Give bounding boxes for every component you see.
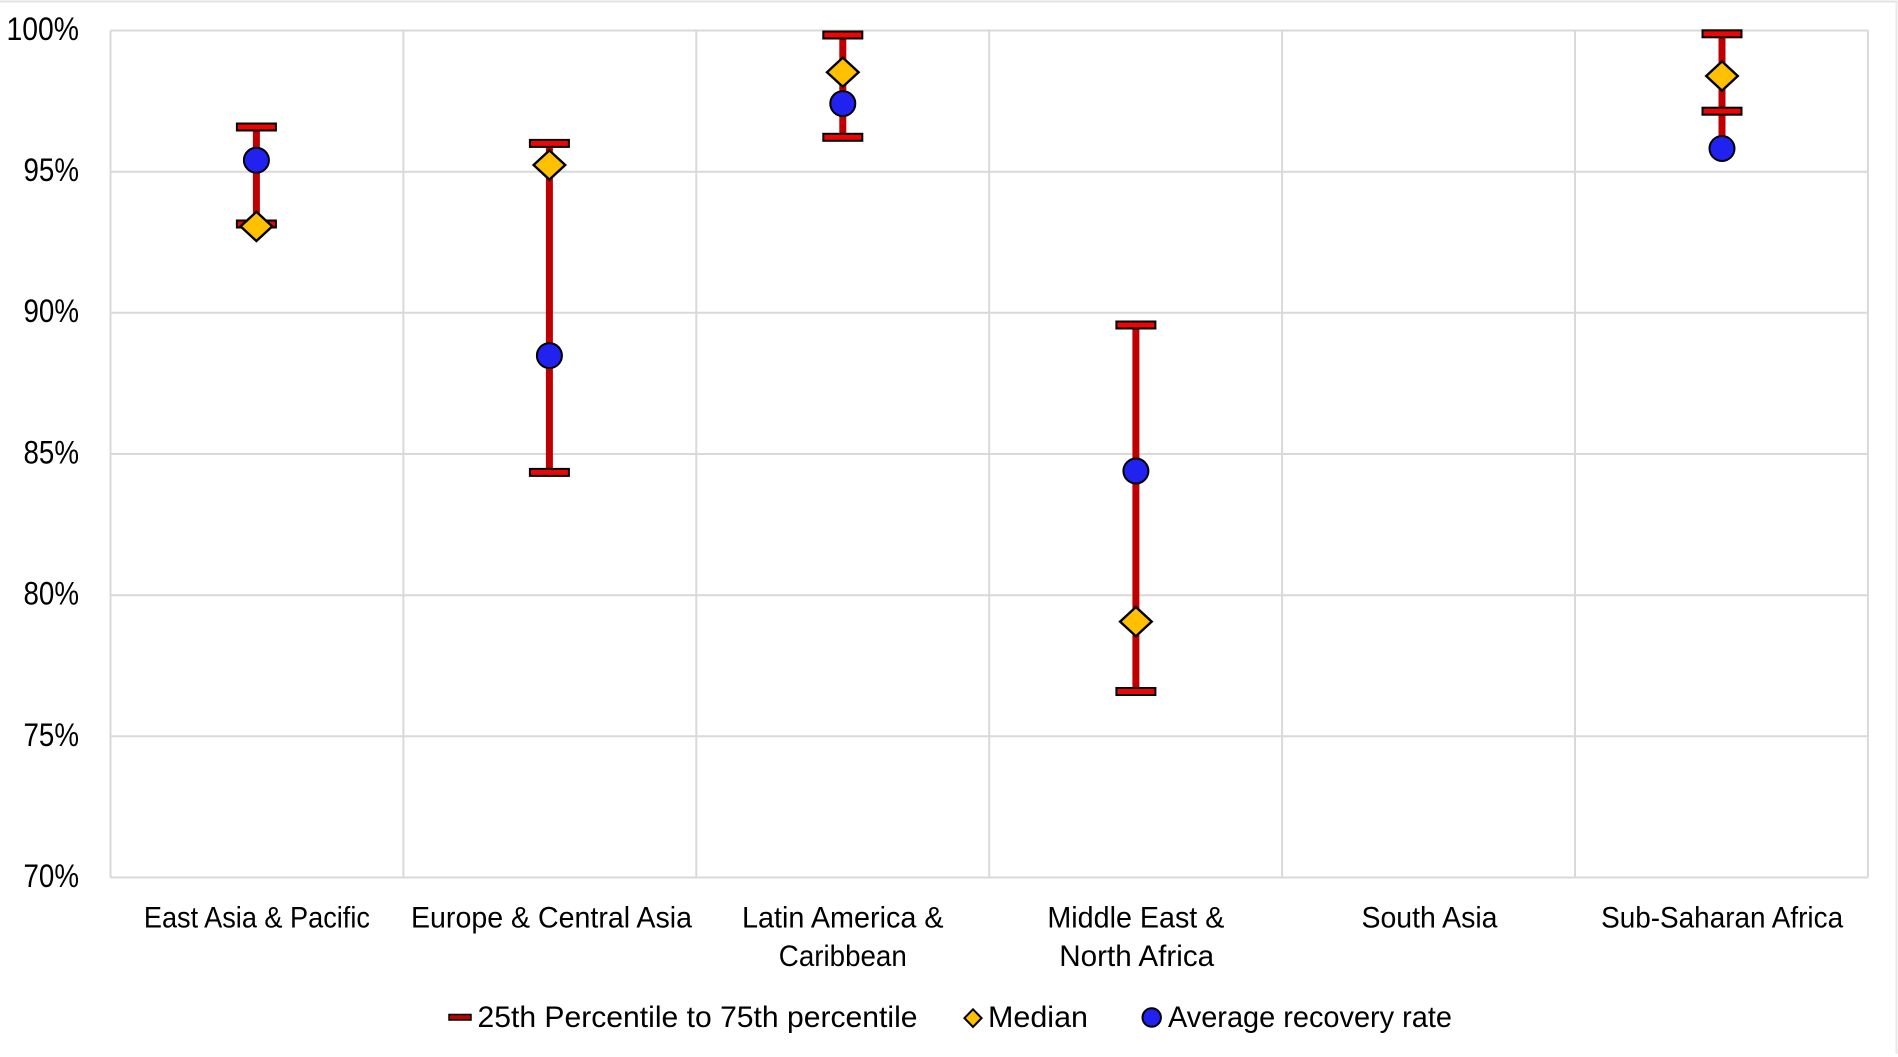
svg-text:75%: 75% (24, 717, 80, 753)
svg-text:North Africa: North Africa (1059, 940, 1214, 973)
svg-text:East Asia & Pacific: East Asia & Pacific (144, 902, 370, 935)
svg-text:Median: Median (988, 1001, 1088, 1034)
svg-text:90%: 90% (24, 293, 80, 329)
svg-text:70%: 70% (24, 858, 80, 894)
svg-text:Average recovery rate: Average recovery rate (1168, 1001, 1452, 1034)
svg-text:95%: 95% (24, 152, 80, 188)
svg-text:85%: 85% (24, 435, 80, 471)
svg-text:South Asia: South Asia (1362, 902, 1498, 935)
svg-text:100%: 100% (7, 11, 80, 47)
svg-text:Sub-Saharan Africa: Sub-Saharan Africa (1601, 902, 1843, 935)
svg-text:80%: 80% (24, 576, 80, 612)
svg-text:Latin America &: Latin America & (742, 902, 944, 935)
svg-text:25th Percentile to 75th percen: 25th Percentile to 75th percentile (478, 1001, 918, 1034)
svg-text:Europe & Central Asia: Europe & Central Asia (411, 902, 692, 935)
svg-text:Caribbean: Caribbean (779, 940, 907, 973)
svg-text:Middle East &: Middle East & (1047, 902, 1224, 935)
